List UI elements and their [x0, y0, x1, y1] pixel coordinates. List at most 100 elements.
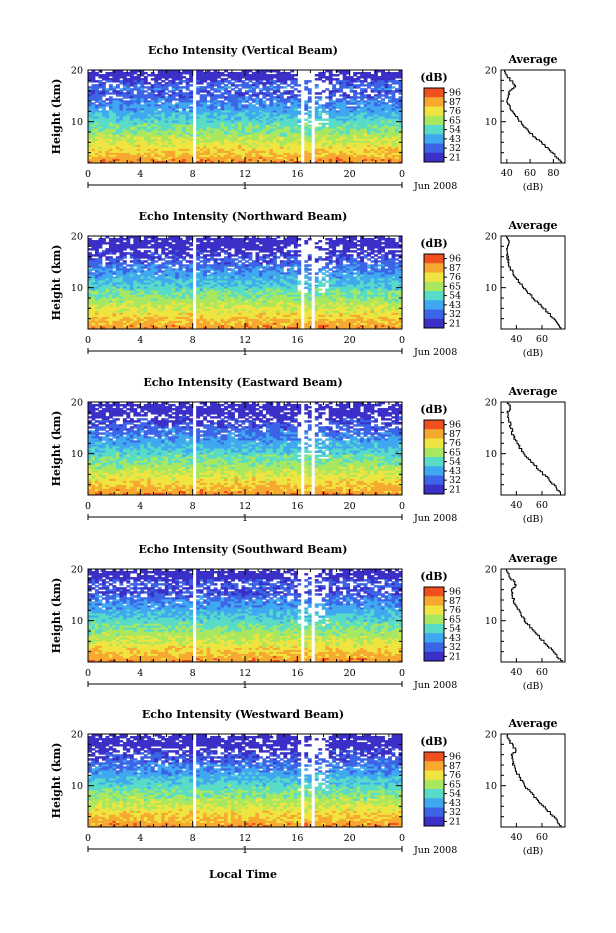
heatmap-cell: [210, 88, 214, 90]
heatmap-cell: [207, 100, 211, 102]
heatmap-cell: [168, 252, 172, 254]
heatmap-cell: [109, 80, 113, 82]
heatmap-cell: [179, 106, 183, 108]
heatmap-cell: [186, 88, 190, 90]
heatmap-cell: [357, 96, 361, 98]
heatmap-cell: [189, 256, 193, 258]
heatmap-cell: [203, 80, 207, 82]
heatmap-cell: [322, 76, 326, 78]
heatmap-cell: [109, 74, 113, 76]
heatmap-cell: [102, 78, 106, 80]
heatmap-cell: [116, 80, 120, 82]
heatmap-cell: [168, 256, 172, 258]
heatmap-cell: [189, 102, 193, 104]
heatmap-cell: [109, 88, 113, 90]
heatmap-cell: [140, 256, 144, 258]
heatmap-cell: [245, 86, 249, 88]
heatmap-cell: [161, 80, 165, 82]
day-label: 1: [242, 181, 248, 192]
heatmap-cell: [262, 96, 266, 98]
heatmap-cell: [350, 102, 354, 104]
heatmap-cell: [158, 270, 162, 272]
heatmap-cell: [308, 106, 312, 108]
heatmap-cell: [98, 246, 102, 248]
heatmap-cell: [175, 78, 179, 80]
x-tick-label: 16: [291, 169, 303, 180]
heatmap-cell: [147, 246, 151, 248]
panel-title: Echo Intensity (Northward Beam): [139, 210, 348, 223]
heatmap-cell: [154, 90, 158, 92]
heatmap-cell: [186, 248, 190, 250]
heatmap-cell: [242, 86, 246, 88]
heatmap-cell: [297, 112, 301, 114]
heatmap-cell: [322, 90, 326, 92]
heatmap-cell: [357, 86, 361, 88]
heatmap-cell: [276, 80, 280, 82]
panel-2: Echo Intensity (Northward Beam)1020Heigh…: [50, 210, 565, 359]
heatmap-cell: [322, 119, 326, 121]
heatmap-cell: [158, 106, 162, 108]
heatmap-cell: [252, 94, 256, 96]
heatmap-cell: [283, 82, 287, 84]
heatmap-cell: [364, 84, 368, 86]
heatmap-cell: [105, 80, 109, 82]
heatmap-cell: [353, 80, 357, 82]
heatmap-cell: [315, 86, 319, 88]
heatmap-cell: [186, 254, 190, 256]
heatmap-cell: [158, 100, 162, 102]
heatmap-cell: [392, 82, 396, 84]
heatmap-cell: [95, 80, 99, 82]
heatmap-cell: [290, 86, 294, 88]
heatmap-cell: [102, 242, 106, 244]
heatmap-cell: [315, 96, 319, 98]
heatmap-cell: [248, 90, 252, 92]
heatmap-cell: [161, 98, 165, 100]
heatmap-cell: [95, 254, 99, 256]
heatmap-cell: [151, 246, 155, 248]
heatmap-cell: [336, 74, 340, 76]
heatmap-cell: [287, 78, 291, 80]
x-tick-label: 0: [85, 169, 91, 180]
heatmap-cell: [147, 88, 151, 90]
heatmap-cell: [112, 266, 116, 268]
heatmap-cell: [287, 84, 291, 86]
heatmap-cell: [322, 80, 326, 82]
heatmap-cell: [130, 260, 134, 262]
heatmap-cell: [297, 90, 301, 92]
heatmap-cell: [112, 80, 116, 82]
heatmap-cell: [165, 244, 169, 246]
heatmap-cell: [109, 252, 113, 254]
heatmap-cell: [158, 246, 162, 248]
heatmap-cell: [228, 82, 232, 84]
heatmap-cell: [147, 258, 151, 260]
heatmap-cell: [308, 117, 312, 119]
heatmap-cell: [304, 88, 308, 90]
heatmap-cell: [245, 78, 249, 80]
heatmap-cell: [105, 258, 109, 260]
heatmap-cell: [98, 76, 102, 78]
heatmap-cell: [140, 246, 144, 248]
heatmap-cell: [91, 80, 95, 82]
colorbar-swatch: [424, 97, 444, 107]
heatmap-cell: [252, 78, 256, 80]
heatmap-cell: [144, 246, 148, 248]
heatmap-cell: [266, 94, 270, 96]
heatmap-cell: [207, 86, 211, 88]
heatmap-cell: [175, 88, 179, 90]
heatmap-cell: [228, 76, 232, 78]
heatmap-cell: [91, 248, 95, 250]
heatmap-cell: [207, 78, 211, 80]
heatmap-cell: [221, 88, 225, 90]
heatmap-cell: [95, 74, 99, 76]
heatmap-cell: [196, 92, 200, 94]
heatmap-cell: [346, 102, 350, 104]
heatmap-cell: [245, 92, 249, 94]
heatmap-cell: [381, 90, 385, 92]
heatmap-cell: [189, 80, 193, 82]
heatmap-cell: [189, 244, 193, 246]
heatmap-cell: [325, 96, 329, 98]
heatmap-cell: [168, 238, 172, 240]
heatmap-cell: [116, 240, 120, 242]
heatmap-cell: [364, 80, 368, 82]
